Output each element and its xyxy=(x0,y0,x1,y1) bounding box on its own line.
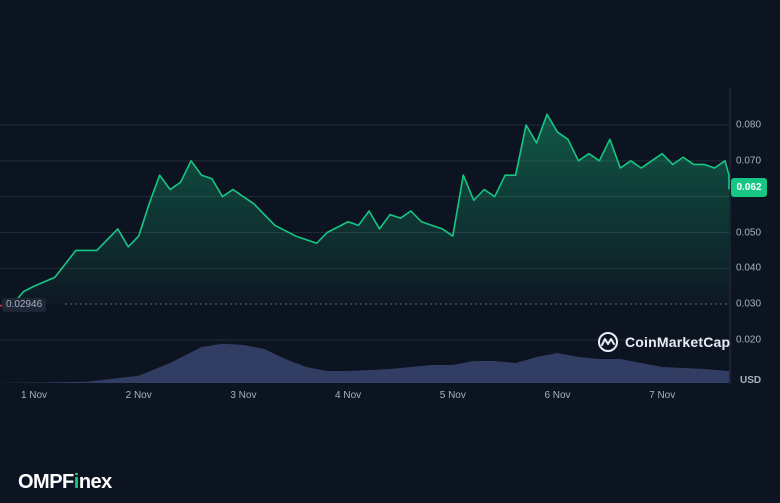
x-tick-label: 3 Nov xyxy=(230,390,257,401)
brand-suffix: nex xyxy=(78,471,112,493)
x-tick-label: 6 Nov xyxy=(544,390,571,401)
start-price-badge: 0.02946 xyxy=(2,298,47,312)
watermark-label: CoinMarketCap xyxy=(625,334,731,350)
y-tick-label: 0.070 xyxy=(736,155,762,167)
coinmarketcap-watermark: CoinMarketCap xyxy=(597,331,730,353)
current-price-badge: 0.062 xyxy=(731,178,767,197)
volume-bars xyxy=(0,343,729,383)
x-tick-label: 5 Nov xyxy=(439,390,466,401)
coinmarketcap-logo-icon xyxy=(598,332,618,352)
price-line xyxy=(2,113,730,307)
y-tick-label: 0.020 xyxy=(736,334,762,346)
y-tick-label: 0.080 xyxy=(736,119,762,131)
brand-prefix: OMPF xyxy=(18,471,74,493)
currency-label: USD xyxy=(740,375,762,386)
y-tick-label: 0.040 xyxy=(736,262,762,274)
price-area xyxy=(2,114,729,306)
y-tick-label: 0.050 xyxy=(736,227,762,238)
brand-logo: OMPFinex xyxy=(18,471,112,494)
volume-area xyxy=(0,343,729,383)
x-tick-label: 1 Nov xyxy=(20,390,48,401)
x-tick-label: 7 Nov xyxy=(649,390,676,401)
x-tick-label: 2 Nov xyxy=(125,390,152,401)
y-tick-label: 0.030 xyxy=(736,298,762,310)
brand-accent: i xyxy=(73,471,80,493)
x-tick-label: 4 Nov xyxy=(335,390,362,401)
